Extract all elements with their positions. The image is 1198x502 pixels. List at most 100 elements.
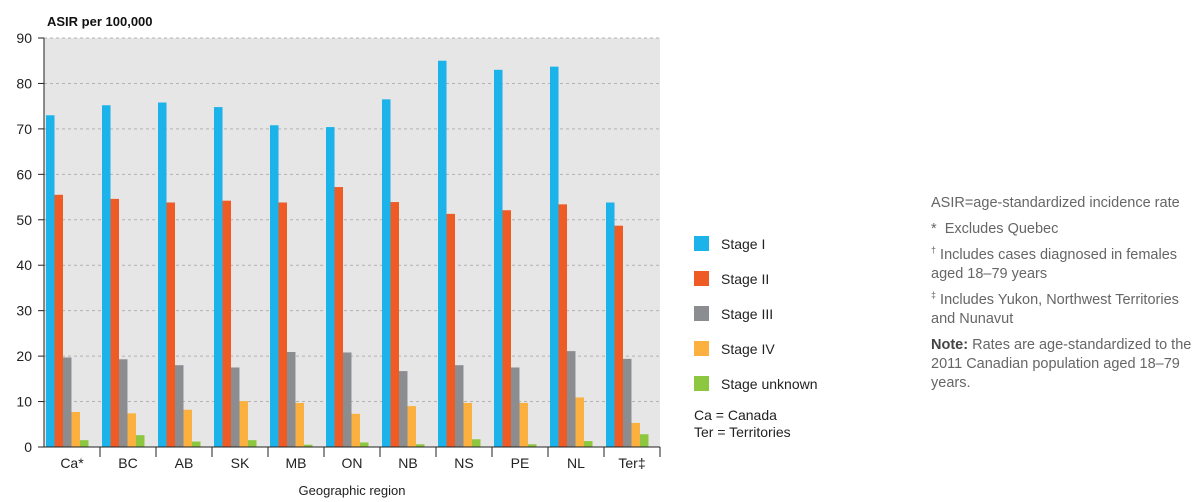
x-tick-label: PE <box>511 455 530 471</box>
note-dagger-text: Includes cases diagnosed in females aged… <box>931 247 1178 282</box>
bar-stage-iv <box>127 413 136 447</box>
x-tick-label: ON <box>342 455 363 471</box>
bar-stage-i <box>46 115 55 447</box>
legend-item: Stage unknown <box>694 366 818 401</box>
bar-stage-i <box>214 107 223 447</box>
legend-swatch <box>694 236 709 251</box>
abbreviations: Ca = Canada Ter = Territories <box>694 407 791 441</box>
note-ddagger: ‡ Includes Yukon, Northwest Territories … <box>931 291 1193 329</box>
x-axis-title: Geographic region <box>299 483 406 498</box>
x-tick-label: MB <box>286 455 307 471</box>
bar-stage-ii <box>110 198 119 447</box>
y-tick-label: 60 <box>16 166 32 182</box>
bar-stage-iv <box>71 412 80 447</box>
x-tick-label: Ca* <box>60 455 84 471</box>
bar-stage-ii <box>278 202 287 447</box>
bar-stage-i <box>606 202 615 447</box>
legend-label: Stage III <box>721 305 774 322</box>
bar-stage-unknown <box>192 441 201 447</box>
bar-stage-i <box>102 105 111 447</box>
bar-stage-iii <box>63 357 72 447</box>
bar-stage-iii <box>287 352 296 447</box>
bar-stage-iv <box>183 409 192 447</box>
bar-stage-ii <box>446 213 455 447</box>
bar-stage-ii <box>334 187 343 447</box>
legend-label: Stage I <box>721 235 766 252</box>
note-excludes-text: Excludes Quebec <box>944 221 1059 237</box>
abbr-canada: Ca = Canada <box>694 407 777 423</box>
bar-stage-unknown <box>248 440 257 447</box>
bar-stage-iv <box>519 402 528 447</box>
y-axis: 0 10 20 30 40 50 60 70 80 90 <box>16 30 45 455</box>
y-tick-label: 90 <box>16 30 32 46</box>
dagger-marker: † <box>931 245 937 256</box>
legend-swatch <box>694 306 709 321</box>
bar-stage-iii <box>119 359 128 447</box>
legend-swatch <box>694 271 709 286</box>
note-rates: Note: Rates are age-standardized to the … <box>931 336 1193 393</box>
note-excludes: * Excludes Quebec <box>931 220 1193 239</box>
bar-stage-unknown <box>360 442 369 447</box>
footnotes: ASIR=age-standardized incidence rate * E… <box>931 194 1193 400</box>
bar-stage-i <box>550 66 559 447</box>
y-tick-label: 40 <box>16 257 32 273</box>
bar-stage-iii <box>567 351 576 447</box>
legend-item: Stage I <box>694 226 818 261</box>
legend: Stage I Stage II Stage III Stage IV Stage un… <box>694 226 818 401</box>
asterisk-marker: * <box>931 221 937 237</box>
bar-stage-iii <box>511 367 520 447</box>
bar-stage-iv <box>239 401 248 447</box>
y-axis-title: ASIR per 100,000 <box>47 14 153 29</box>
x-tick-label: AB <box>175 455 194 471</box>
bar-stage-iii <box>623 358 632 447</box>
y-tick-label: 80 <box>16 75 32 91</box>
x-tick-label: BC <box>118 455 137 471</box>
bar-stage-ii <box>614 225 623 447</box>
y-tick-label: 30 <box>16 303 32 319</box>
y-tick-label: 20 <box>16 348 32 364</box>
bar-stage-unknown <box>584 441 593 447</box>
bar-stage-iii <box>343 352 352 447</box>
bar-stage-iv <box>575 397 584 447</box>
bar-stage-unknown <box>472 439 481 447</box>
bar-stage-unknown <box>136 435 145 447</box>
bar-stage-iv <box>407 406 416 447</box>
bar-stage-iv <box>295 402 304 447</box>
y-tick-label: 70 <box>16 121 32 137</box>
bars-group <box>46 60 649 448</box>
legend-item: Stage III <box>694 296 818 331</box>
legend-item: Stage IV <box>694 331 818 366</box>
note-label: Note: <box>931 337 969 353</box>
x-tick-label: SK <box>231 455 250 471</box>
x-tick-label: NS <box>454 455 473 471</box>
x-tick-label: NB <box>398 455 417 471</box>
x-tick-label: NL <box>567 455 585 471</box>
bar-stage-ii <box>558 204 567 447</box>
bar-stage-ii <box>54 194 63 447</box>
bar-stage-i <box>270 125 279 448</box>
legend-label: Stage unknown <box>721 375 818 392</box>
bar-stage-iv <box>463 402 472 447</box>
bar-stage-iii <box>455 365 464 447</box>
bar-stage-unknown <box>640 434 649 447</box>
bar-stage-ii <box>166 202 175 447</box>
bar-stage-iii <box>175 365 184 447</box>
legend-swatch <box>694 376 709 391</box>
y-tick-label: 0 <box>24 439 32 455</box>
legend-swatch <box>694 341 709 356</box>
abbr-territories: Ter = Territories <box>694 424 791 440</box>
note-rates-text: Rates are age-standardized to the 2011 C… <box>931 337 1192 391</box>
bar-stage-unknown <box>416 444 425 447</box>
y-tick-label: 50 <box>16 212 32 228</box>
gridlines <box>44 37 660 403</box>
bar-stage-iv <box>351 413 360 447</box>
legend-item: Stage II <box>694 261 818 296</box>
legend-label: Stage II <box>721 270 770 287</box>
double-dagger-marker: ‡ <box>931 290 937 301</box>
bar-stage-ii <box>390 202 399 447</box>
y-tick-label: 10 <box>16 394 32 410</box>
x-axis: Ca* BC AB SK MB ON NB NS PE NL Ter‡ <box>38 446 661 471</box>
bar-stage-unknown <box>80 440 89 447</box>
bar-stage-unknown <box>304 444 313 447</box>
note-dagger: † Includes cases diagnosed in females ag… <box>931 246 1193 284</box>
